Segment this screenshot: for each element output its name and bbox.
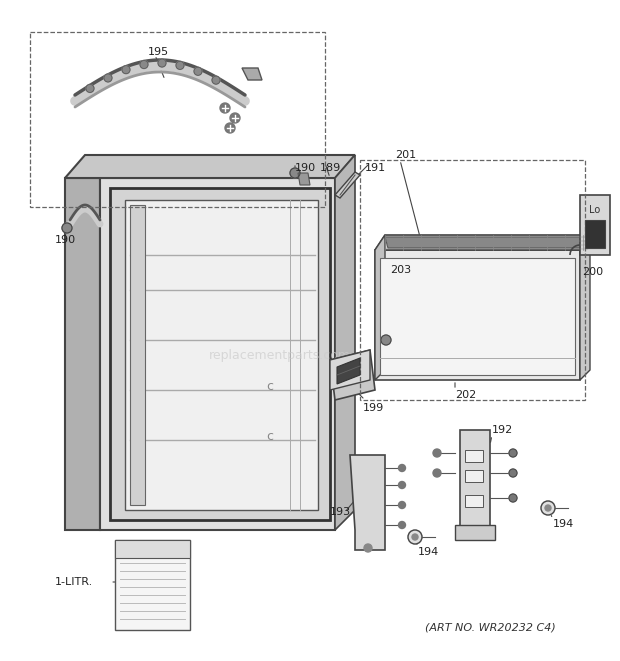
Polygon shape [585, 220, 605, 248]
Text: Lo: Lo [590, 205, 601, 215]
Polygon shape [65, 178, 100, 530]
Circle shape [433, 469, 441, 477]
Bar [465, 470, 483, 482]
Polygon shape [335, 172, 360, 198]
Circle shape [140, 61, 148, 69]
Circle shape [104, 74, 112, 82]
Text: c: c [267, 430, 273, 443]
Circle shape [212, 76, 220, 84]
Text: 191: 191 [365, 163, 386, 173]
Text: 192: 192 [492, 425, 513, 435]
Circle shape [541, 501, 555, 515]
Text: 202: 202 [455, 390, 476, 400]
Bar [465, 450, 483, 462]
Polygon shape [330, 350, 375, 400]
Circle shape [412, 534, 418, 540]
Polygon shape [110, 188, 330, 520]
Circle shape [194, 67, 202, 75]
Text: 203: 203 [390, 265, 411, 275]
Text: 1-LITR.: 1-LITR. [55, 577, 93, 587]
Polygon shape [460, 430, 490, 530]
Circle shape [62, 223, 72, 233]
Polygon shape [580, 235, 590, 380]
Polygon shape [115, 540, 190, 558]
Circle shape [509, 449, 517, 457]
Polygon shape [375, 250, 580, 380]
Text: 199: 199 [363, 403, 384, 413]
Text: 193: 193 [330, 507, 351, 517]
Text: 190: 190 [55, 235, 76, 245]
Polygon shape [242, 68, 262, 80]
Circle shape [399, 502, 405, 508]
Circle shape [399, 465, 405, 471]
Circle shape [158, 59, 166, 67]
Text: 201: 201 [395, 150, 416, 160]
Text: 190: 190 [295, 163, 316, 173]
Circle shape [399, 481, 405, 488]
Circle shape [545, 505, 551, 511]
Bar [30, 32, 325, 207]
Polygon shape [130, 205, 145, 505]
Polygon shape [330, 350, 370, 390]
Text: 195: 195 [148, 47, 169, 57]
Circle shape [176, 61, 184, 69]
Circle shape [364, 544, 372, 552]
Text: 194: 194 [418, 547, 439, 557]
Text: c: c [267, 380, 273, 393]
Circle shape [220, 103, 230, 113]
Circle shape [433, 449, 441, 457]
Circle shape [225, 123, 235, 133]
Circle shape [509, 494, 517, 502]
Polygon shape [385, 237, 588, 248]
Circle shape [290, 168, 300, 178]
Circle shape [399, 522, 405, 529]
Polygon shape [350, 455, 385, 550]
Text: replacementparts.com: replacementparts.com [209, 348, 351, 362]
Polygon shape [455, 525, 495, 540]
Polygon shape [375, 235, 385, 380]
Polygon shape [375, 235, 590, 250]
Polygon shape [337, 358, 360, 384]
Polygon shape [125, 200, 318, 510]
Polygon shape [580, 195, 610, 255]
Polygon shape [380, 258, 575, 375]
Bar [465, 495, 483, 507]
Polygon shape [65, 155, 355, 178]
Text: 194: 194 [553, 519, 574, 529]
Polygon shape [100, 178, 335, 530]
Circle shape [122, 65, 130, 73]
Circle shape [408, 530, 422, 544]
Circle shape [509, 469, 517, 477]
Circle shape [381, 335, 391, 345]
Bar [115, 540, 190, 630]
Polygon shape [298, 173, 310, 185]
Text: 200: 200 [582, 267, 603, 277]
Text: (ART NO. WR20232 C4): (ART NO. WR20232 C4) [425, 623, 556, 633]
Text: 189: 189 [320, 163, 341, 173]
Bar [360, 160, 585, 400]
Polygon shape [335, 155, 355, 530]
Circle shape [86, 85, 94, 93]
Circle shape [230, 113, 240, 123]
